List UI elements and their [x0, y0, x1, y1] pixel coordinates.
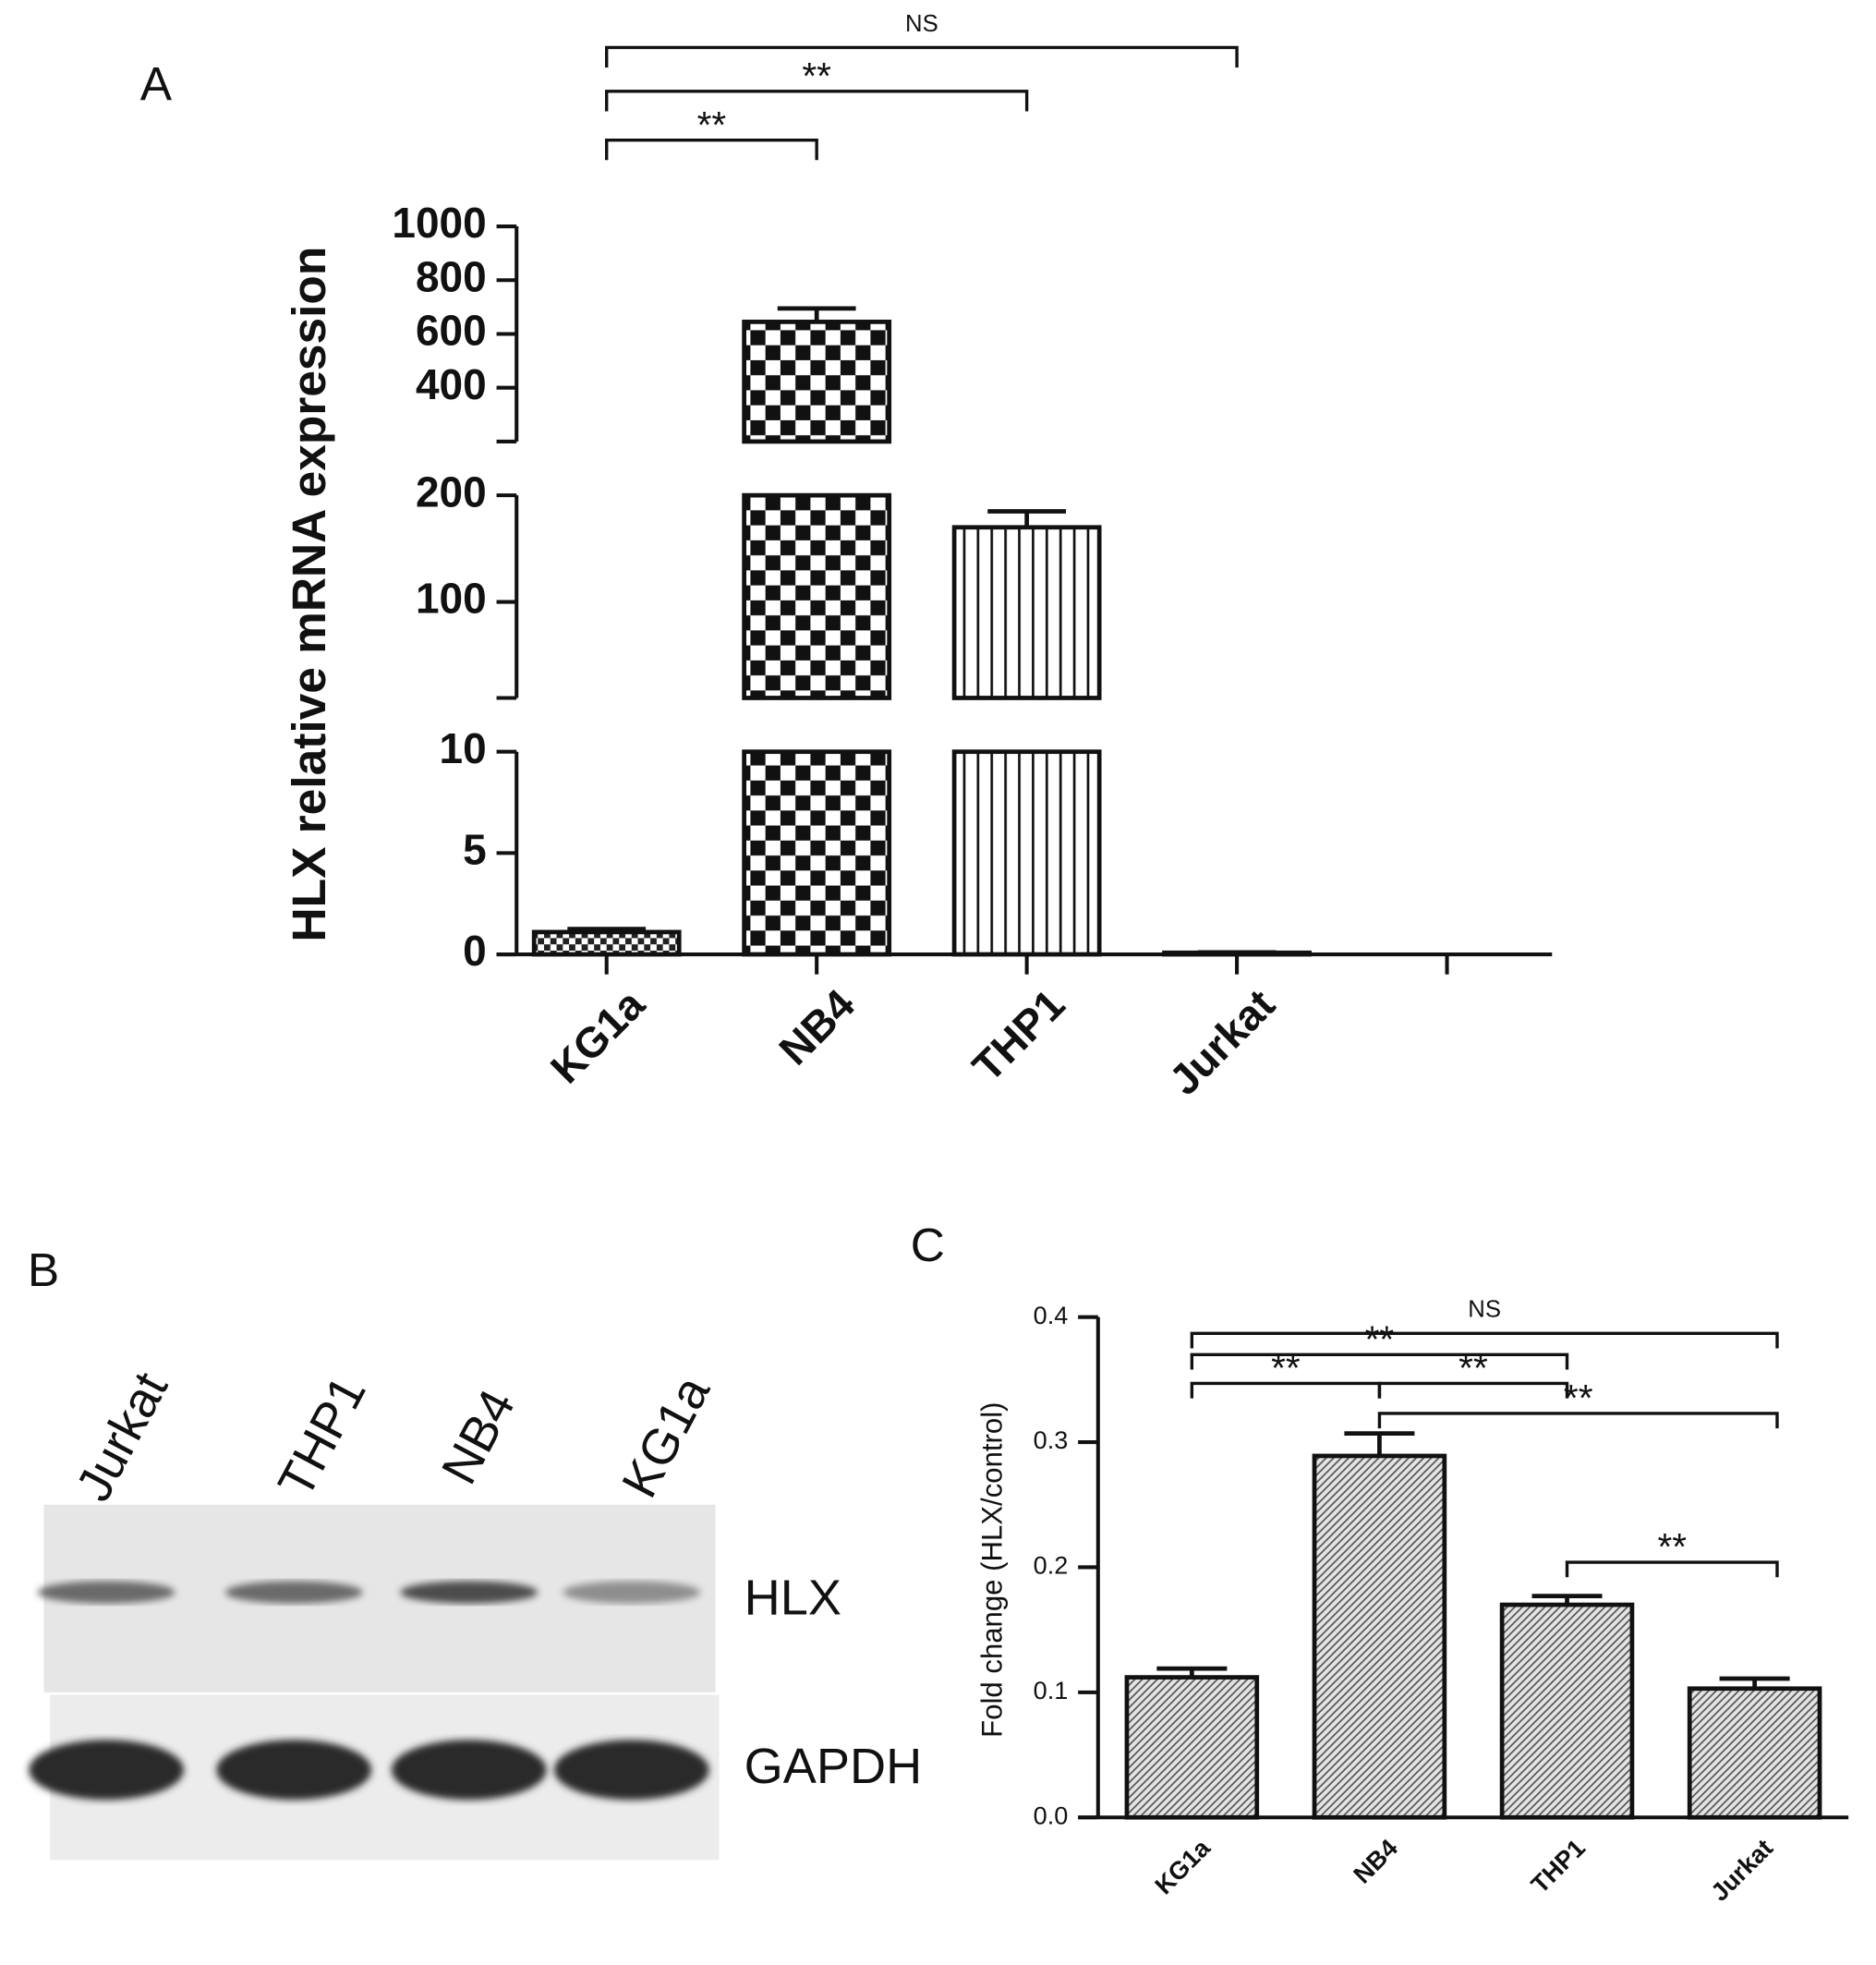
x-tick-label: KG1a: [541, 979, 654, 1092]
lane-label: KG1a: [611, 1366, 720, 1506]
significance-bracket: [1377, 1412, 1779, 1429]
y-tick-label: 200: [416, 467, 487, 516]
panel-letter: C: [911, 1218, 945, 1271]
error-bar: [1156, 1666, 1228, 1678]
x-tick-label: NB4: [769, 979, 864, 1073]
y-tick-label: 600: [416, 307, 487, 355]
significance-bracket: [605, 90, 1029, 112]
x-tick-label: THP1: [963, 980, 1074, 1091]
y-tick-label: 10: [440, 724, 487, 772]
bar: [951, 749, 1102, 957]
lane-label: NB4: [431, 1381, 526, 1493]
x-tick-label: KG1a: [1149, 1833, 1216, 1900]
band-label: HLX: [744, 1570, 841, 1625]
significance-label: **: [1564, 1377, 1593, 1419]
x-tick-label: Jurkat: [1160, 980, 1284, 1104]
band: [224, 1581, 363, 1604]
significance-label: **: [1271, 1347, 1301, 1389]
band: [553, 1740, 709, 1801]
bar: [742, 492, 892, 700]
bar: [742, 749, 892, 957]
error-bar: [987, 509, 1067, 528]
y-tick-label: 0.1: [1034, 1676, 1069, 1704]
y-axis-title: HLX relative mRNA expression: [282, 247, 335, 942]
significance-label: **: [1657, 1525, 1687, 1568]
significance-label: NS: [1468, 1297, 1501, 1323]
bar: [742, 320, 892, 444]
band-label: GAPDH: [744, 1739, 923, 1794]
bar: [1312, 1453, 1447, 1820]
y-tick-label: 0: [463, 927, 487, 975]
band: [37, 1581, 175, 1604]
y-tick-label: 0.3: [1034, 1425, 1069, 1454]
band: [563, 1581, 701, 1604]
y-tick-label: 1000: [392, 199, 486, 247]
bar: [951, 525, 1102, 700]
y-tick-label: 0.2: [1034, 1551, 1069, 1580]
band: [216, 1740, 372, 1801]
significance-label: **: [697, 103, 727, 146]
bar: [1124, 1675, 1260, 1820]
lane-label: THP1: [268, 1367, 377, 1506]
bar: [531, 929, 682, 957]
band: [29, 1740, 185, 1801]
y-tick-label: 400: [416, 360, 487, 408]
y-tick-label: 0.0: [1034, 1801, 1069, 1829]
error-bar: [1719, 1676, 1790, 1689]
y-tick-label: 5: [463, 826, 487, 874]
significance-bracket: [1190, 1331, 1779, 1349]
error-bar: [777, 306, 856, 322]
significance-bracket: [1377, 1381, 1569, 1399]
significance-bracket: [605, 45, 1239, 68]
band: [400, 1581, 539, 1604]
bar: [1687, 1686, 1822, 1820]
x-tick-label: THP1: [1525, 1833, 1591, 1898]
significance-label: **: [802, 55, 831, 97]
x-tick-label: Jurkat: [1705, 1833, 1778, 1906]
significance-bracket: [1190, 1352, 1569, 1370]
y-tick-label: 100: [416, 575, 487, 623]
y-tick-label: 0.4: [1034, 1301, 1069, 1329]
panel-letter: B: [28, 1243, 59, 1296]
band: [391, 1740, 547, 1801]
y-tick-label: 800: [416, 252, 487, 300]
x-tick-label: NB4: [1348, 1833, 1403, 1888]
bar: [1499, 1602, 1635, 1820]
error-bar: [567, 927, 647, 932]
error-bar: [1344, 1431, 1415, 1456]
significance-label: **: [1365, 1317, 1395, 1360]
significance-label: **: [1458, 1347, 1488, 1389]
lane-label: Jurkat: [66, 1364, 178, 1510]
significance-bracket: [605, 138, 818, 161]
panel-letter: A: [140, 56, 173, 110]
significance-label: NS: [905, 11, 938, 37]
error-bar: [1531, 1594, 1603, 1606]
significance-bracket: [1565, 1560, 1779, 1578]
y-axis-title: Fold change (HLX/control): [976, 1402, 1009, 1738]
